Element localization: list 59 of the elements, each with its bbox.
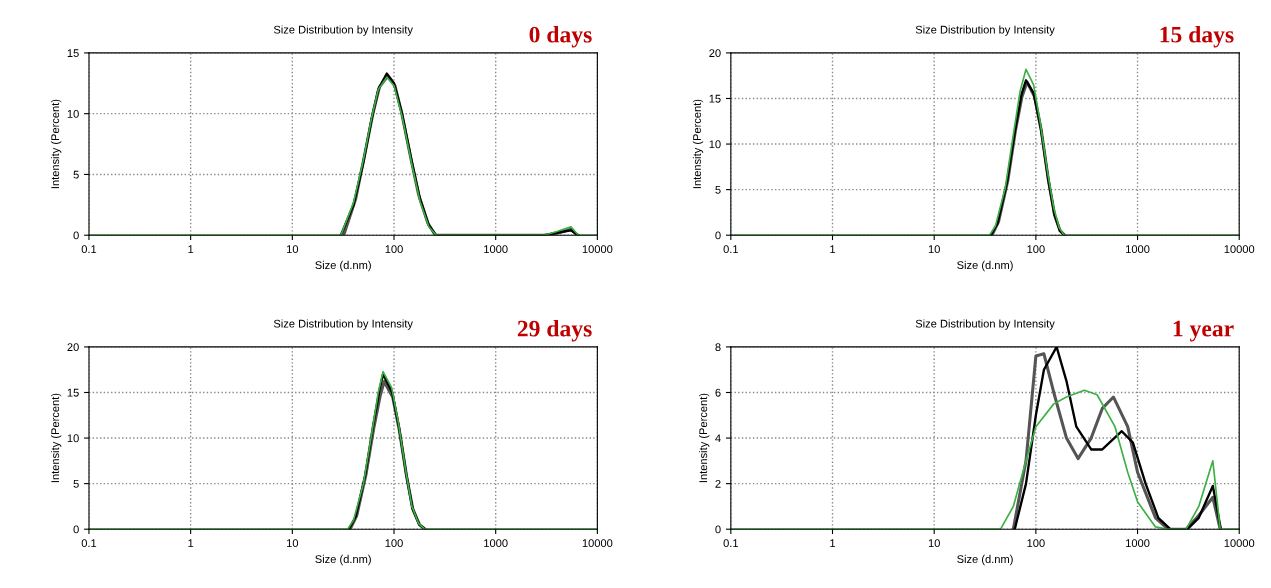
x-tick-label: 1	[188, 539, 194, 547]
x-tick-label: 1000	[1126, 539, 1150, 548]
chart-title: Size Distribution by Intensity	[273, 25, 413, 36]
x-tick-label: 100	[385, 245, 403, 254]
y-tick-label: 5	[73, 170, 79, 179]
chart-title: Size Distribution by Intensity	[915, 319, 1055, 330]
text: 15 days	[1160, 25, 1234, 48]
y-tick-label: 0	[715, 525, 721, 534]
y-tick-label: 10	[709, 140, 721, 149]
y-axis-title: Intensity (Percent)	[692, 99, 704, 189]
y-tick-label: 20	[709, 49, 721, 58]
text: 1 year	[1173, 320, 1234, 342]
x-tick-label: 10000	[1224, 245, 1255, 254]
y-tick-label: 2	[715, 479, 721, 488]
y-tick-label: 0	[73, 231, 79, 240]
text: 29 days	[517, 319, 592, 342]
x-tick-label: 10	[287, 245, 299, 254]
x-tick-label: 1	[830, 245, 836, 253]
x-axis-title: Size (d.nm)	[315, 260, 371, 272]
y-tick-label: 0	[715, 231, 721, 240]
y-tick-label: 15	[67, 49, 79, 58]
y-tick-label: 5	[715, 186, 721, 194]
y-tick-label: 10	[67, 434, 79, 443]
x-tick-label: 0.1	[723, 245, 739, 254]
x-axis-title: Size (d.nm)	[315, 554, 371, 566]
x-tick-label: 10000	[582, 245, 613, 254]
x-tick-label: 0.1	[723, 539, 739, 548]
x-tick-label: 10	[928, 245, 940, 254]
y-axis-title: Intensity (Percent)	[699, 393, 710, 483]
y-tick-label: 15	[709, 94, 721, 103]
x-tick-label: 1000	[484, 539, 508, 548]
chart-title: Size Distribution by Intensity	[915, 25, 1055, 36]
chart-title: Size Distribution by Intensity	[273, 319, 413, 330]
x-tick-label: 1	[830, 539, 836, 547]
x-tick-label: 100	[1027, 539, 1045, 548]
x-tick-label: 10	[287, 539, 299, 548]
text: 0 days	[529, 25, 592, 48]
x-tick-label: 1000	[1126, 245, 1150, 254]
x-tick-label: 10000	[1224, 539, 1255, 548]
y-tick-label: 10	[67, 109, 79, 118]
y-tick-label: 4	[715, 434, 721, 443]
x-axis-title: Size (d.nm)	[957, 554, 1013, 566]
y-axis-title: Intensity (Percent)	[50, 99, 62, 189]
y-tick-label: 15	[67, 388, 79, 397]
x-axis-title: Size (d.nm)	[957, 260, 1013, 272]
x-tick-label: 10	[928, 539, 940, 548]
y-tick-label: 8	[715, 343, 721, 352]
y-tick-label: 6	[715, 388, 721, 397]
y-tick-label: 5	[73, 480, 79, 488]
x-tick-label: 100	[385, 539, 403, 548]
x-tick-label: 0.1	[81, 539, 97, 548]
y-axis-title: Intensity (Percent)	[50, 393, 62, 483]
y-tick-label: 20	[67, 343, 79, 352]
y-tick-label: 0	[73, 525, 79, 534]
x-tick-label: 10000	[582, 539, 613, 548]
x-tick-label: 0.1	[81, 245, 97, 254]
x-tick-label: 1	[188, 245, 194, 253]
x-tick-label: 100	[1027, 245, 1045, 254]
x-tick-label: 1000	[484, 245, 508, 254]
